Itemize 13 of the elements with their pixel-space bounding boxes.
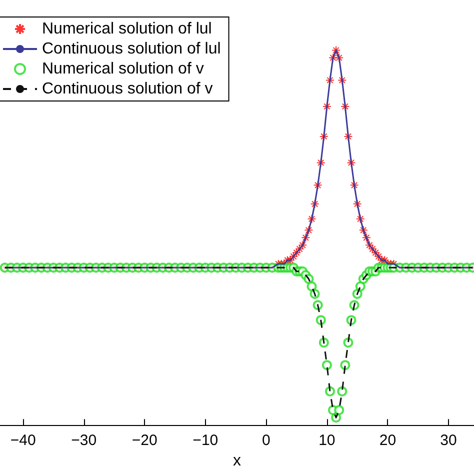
x-tick-label: 10 (318, 432, 336, 450)
legend-label: Continuous solution of v (42, 80, 213, 98)
legend-label: Numerical solution of lul (42, 20, 212, 38)
x-tick-label: −40 (10, 432, 36, 450)
x-tick-label: 0 (262, 432, 270, 450)
x-axis-title: x (233, 452, 241, 470)
legend-label: Numerical solution of v (42, 60, 204, 78)
x-tick-label: −30 (71, 432, 97, 450)
legend-label: Continuous solution of lul (42, 40, 221, 58)
x-tick-label: 30 (440, 432, 457, 450)
x-tick-label: −20 (132, 432, 158, 450)
x-tick-label: 20 (379, 432, 396, 450)
x-tick-label: −10 (192, 432, 218, 450)
